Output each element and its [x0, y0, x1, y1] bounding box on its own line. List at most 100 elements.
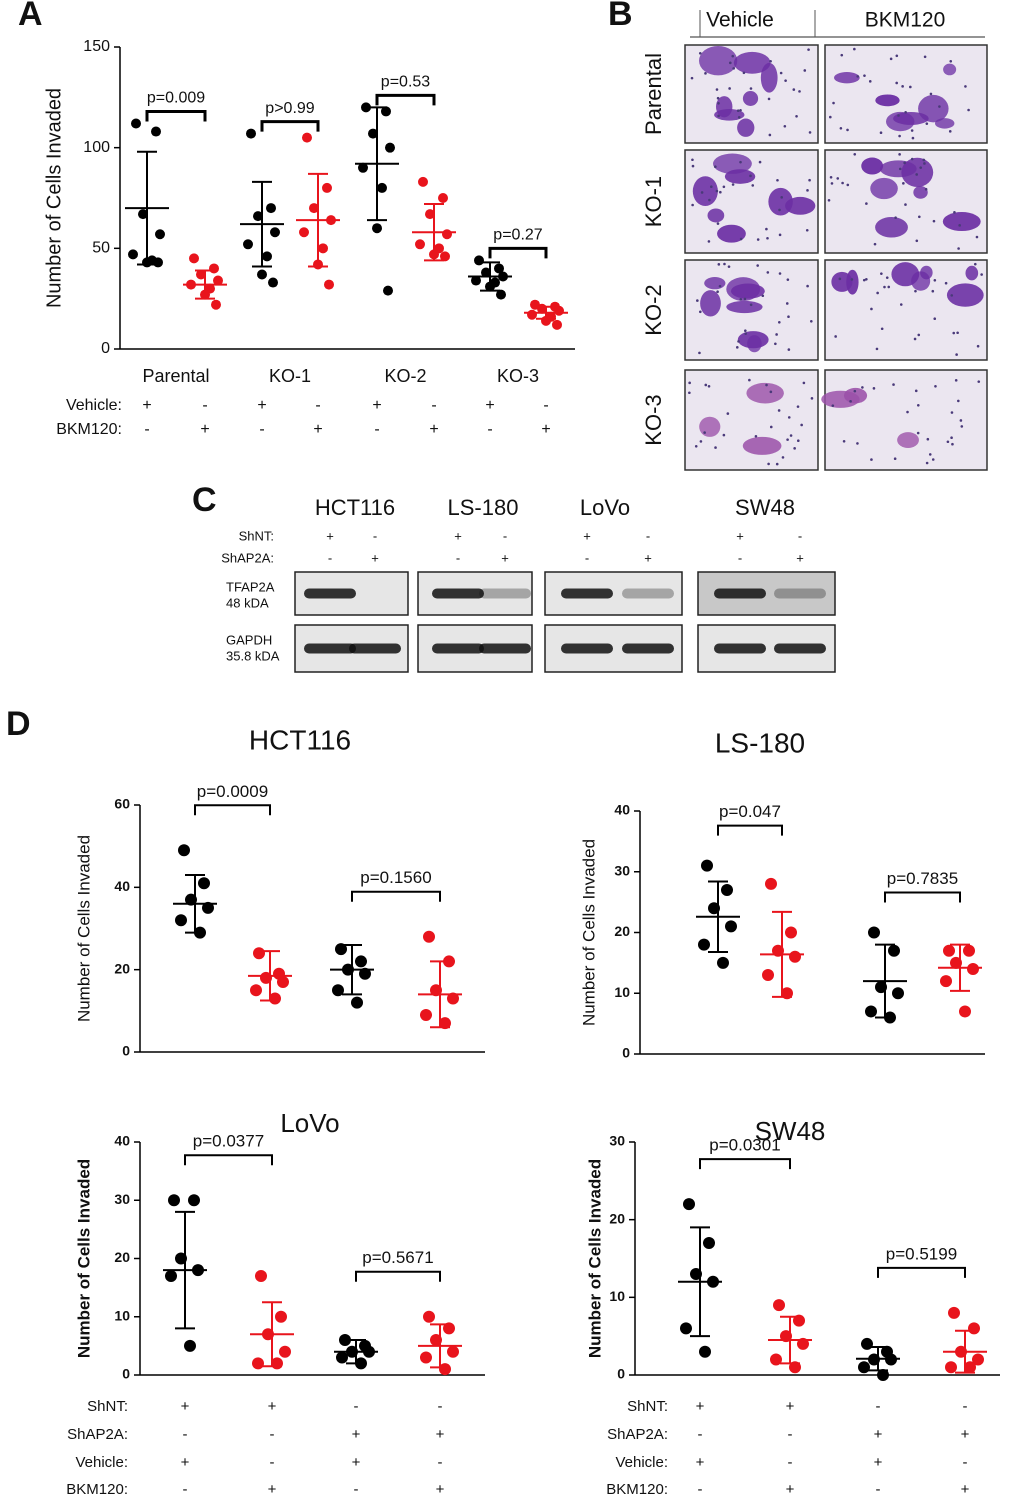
- pore: [913, 337, 917, 341]
- pore: [883, 285, 886, 289]
- data-point: [277, 976, 289, 989]
- condition-sign: -: [259, 421, 264, 438]
- pore: [758, 160, 762, 164]
- pore: [951, 442, 954, 446]
- data-point: [418, 176, 428, 187]
- pore: [787, 348, 791, 351]
- condition-sign: +: [326, 528, 334, 543]
- condition-label: Vehicle:: [615, 1454, 668, 1471]
- data-point: [252, 1357, 264, 1370]
- p-value: p=0.009: [147, 90, 205, 107]
- condition-sign: -: [788, 1426, 793, 1443]
- pore: [932, 219, 936, 223]
- pore: [967, 108, 970, 112]
- condition-sign: -: [788, 1454, 793, 1471]
- data-point: [683, 1198, 695, 1211]
- pore: [810, 319, 813, 323]
- row-label: KO-2: [641, 284, 666, 335]
- data-point: [358, 162, 368, 173]
- condition-label: BKM120:: [606, 1481, 668, 1498]
- cell-cluster: [897, 432, 919, 448]
- cell-cluster: [965, 265, 979, 281]
- significance-bracket: [488, 246, 548, 259]
- data-point: [213, 275, 223, 286]
- cell-cluster: [893, 112, 929, 125]
- condition-sign: +: [485, 397, 494, 414]
- y-tick-label: 0: [101, 340, 110, 357]
- pore: [911, 136, 915, 140]
- pore: [737, 340, 740, 343]
- pore: [719, 190, 722, 194]
- condition-sign: +: [501, 550, 509, 565]
- protein-name: TFAP2A: [226, 579, 275, 594]
- data-point: [943, 944, 955, 957]
- pore: [808, 131, 812, 134]
- y-tick-label: 50: [92, 240, 110, 257]
- chart-title: HCT116: [249, 724, 351, 755]
- pore: [879, 131, 883, 135]
- data-point: [279, 1345, 291, 1358]
- pore: [830, 182, 834, 185]
- pore: [948, 130, 952, 133]
- data-point: [789, 950, 801, 963]
- data-point: [725, 920, 737, 933]
- data-point: [196, 269, 206, 280]
- pore: [846, 128, 849, 132]
- pore: [914, 289, 917, 293]
- pore: [694, 444, 698, 448]
- data-point: [202, 901, 214, 914]
- pore: [778, 233, 782, 237]
- pore: [806, 284, 809, 288]
- y-axis-title: Number of Cells Invaded: [43, 88, 65, 308]
- pore: [914, 389, 918, 393]
- panel-label: A: [18, 0, 43, 33]
- pore: [769, 425, 773, 429]
- protein-name: GAPDH: [226, 632, 272, 647]
- pore: [717, 114, 720, 118]
- data-point: [257, 269, 267, 280]
- condition-sign: +: [313, 421, 322, 438]
- y-axis-title: Number of Cells Invaded: [74, 835, 93, 1022]
- pore: [810, 397, 814, 400]
- pore: [898, 134, 901, 138]
- pore: [756, 264, 759, 267]
- group-label: KO-3: [497, 366, 539, 386]
- significance-bracket: [194, 804, 271, 816]
- condition-sign: -: [646, 528, 650, 543]
- data-point: [355, 955, 367, 968]
- pore: [838, 277, 842, 281]
- data-point: [383, 285, 393, 296]
- pore: [865, 202, 868, 205]
- condition-sign: -: [270, 1426, 275, 1443]
- pore: [739, 160, 742, 164]
- condition-sign: -: [456, 550, 460, 565]
- data-point: [762, 969, 774, 982]
- pore: [787, 315, 790, 319]
- pore: [865, 278, 868, 281]
- data-point: [680, 1322, 692, 1335]
- data-point: [322, 182, 332, 193]
- pore: [795, 114, 798, 118]
- y-tick-label: 0: [622, 1045, 630, 1061]
- data-point: [868, 926, 880, 939]
- data-point: [351, 996, 363, 1009]
- condition-label: Vehicle:: [75, 1454, 128, 1471]
- data-point: [184, 1339, 196, 1352]
- pore: [796, 439, 800, 443]
- pore: [716, 96, 720, 100]
- pore: [957, 399, 960, 403]
- blot-band: [622, 643, 674, 654]
- condition-sign: +: [644, 550, 652, 565]
- y-tick-label: 40: [114, 1133, 130, 1149]
- data-point: [302, 132, 312, 143]
- y-tick-label: 40: [614, 802, 630, 818]
- data-point: [246, 128, 256, 139]
- pore: [696, 299, 699, 302]
- pore: [946, 440, 950, 444]
- pore: [742, 71, 746, 75]
- chart-title: LoVo: [280, 1108, 339, 1138]
- pore: [786, 438, 789, 441]
- pore: [776, 178, 779, 182]
- condition-sign: -: [183, 1481, 188, 1498]
- row-label: KO-1: [641, 176, 666, 227]
